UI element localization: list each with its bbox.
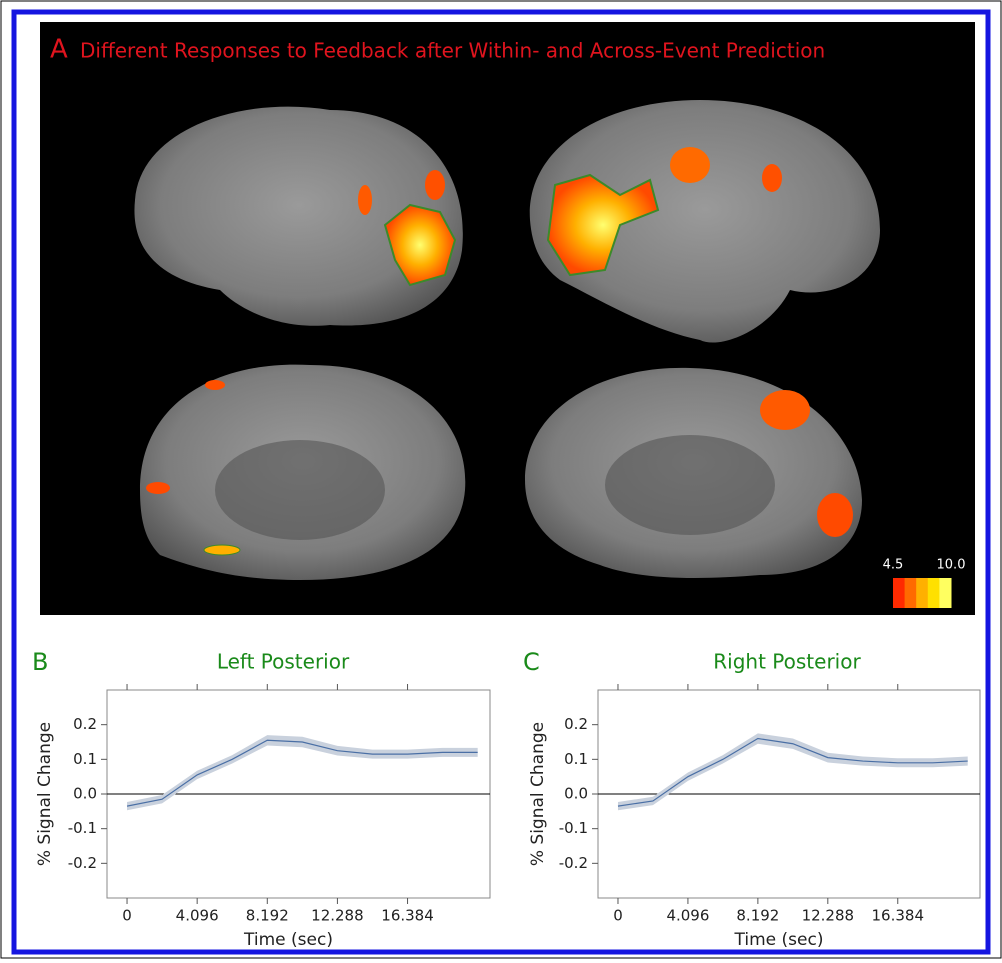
activation bbox=[546, 173, 660, 277]
brain-right-lateral bbox=[529, 100, 880, 343]
y-tick-label: 0.2 bbox=[564, 715, 588, 733]
x-axis-label: Time (sec) bbox=[243, 930, 333, 950]
error-band bbox=[617, 733, 968, 811]
y-tick-label: -0.2 bbox=[68, 854, 97, 872]
y-tick-label: -0.1 bbox=[559, 819, 588, 837]
y-tick-label: 0.0 bbox=[564, 785, 588, 803]
brain-shading bbox=[605, 435, 775, 535]
x-tick-label: 16.384 bbox=[872, 907, 925, 925]
colorbar-swatch bbox=[927, 578, 940, 608]
activation bbox=[760, 390, 810, 430]
colorbar-label: 10.0 bbox=[937, 558, 966, 573]
panel-border bbox=[11, 9, 991, 955]
brain-shading bbox=[215, 440, 385, 540]
line bbox=[617, 737, 968, 807]
y-tick-label: 0.0 bbox=[73, 785, 97, 803]
colorbar-swatch bbox=[939, 578, 952, 608]
activation bbox=[203, 544, 241, 556]
x-tick-label: 4.096 bbox=[176, 907, 219, 925]
x-tick-label: 12.288 bbox=[311, 907, 364, 925]
activation bbox=[383, 203, 457, 287]
activation bbox=[425, 170, 445, 200]
x-tick-label: 0 bbox=[122, 907, 132, 925]
activation bbox=[205, 380, 225, 390]
x-tick-label: 12.288 bbox=[802, 907, 855, 925]
panel-label: A bbox=[50, 35, 68, 65]
chart-title: Left Posterior bbox=[217, 650, 350, 674]
y-tick-label: 0.1 bbox=[73, 750, 97, 768]
colorbar: 4.5 10.0 bbox=[883, 558, 966, 608]
brain-left-lateral bbox=[134, 106, 463, 326]
x-axis-label: Time (sec) bbox=[734, 930, 824, 950]
activation bbox=[670, 147, 710, 183]
activation bbox=[762, 164, 782, 192]
colorbar-label: 4.5 bbox=[883, 558, 904, 573]
x-tick-label: 16.384 bbox=[381, 907, 434, 925]
x-tick-label: 4.096 bbox=[666, 907, 709, 925]
y-tick-label: -0.2 bbox=[559, 854, 588, 872]
chart-title: Right Posterior bbox=[713, 650, 861, 674]
activation bbox=[817, 493, 853, 537]
y-axis-label: % Signal Change bbox=[528, 722, 548, 866]
panel-label: C bbox=[523, 648, 540, 676]
x-tick-label: 0 bbox=[613, 907, 623, 925]
panel-label: B bbox=[32, 648, 48, 676]
panel-title: Different Responses to Feedback after Wi… bbox=[80, 39, 825, 63]
activation bbox=[146, 482, 170, 494]
y-tick-label: 0.1 bbox=[564, 750, 588, 768]
y-axis-label: % Signal Change bbox=[35, 722, 55, 866]
y-tick-label: -0.1 bbox=[68, 819, 97, 837]
y-tick-label: 0.2 bbox=[73, 715, 97, 733]
colorbar-swatch bbox=[916, 578, 929, 608]
activation bbox=[358, 185, 372, 215]
x-tick-label: 8.192 bbox=[246, 907, 289, 925]
brain-images bbox=[134, 100, 880, 580]
line bbox=[126, 739, 478, 807]
colorbar-swatch bbox=[893, 578, 906, 608]
colorbar-swatch bbox=[904, 578, 917, 608]
x-tick-label: 8.192 bbox=[736, 907, 779, 925]
